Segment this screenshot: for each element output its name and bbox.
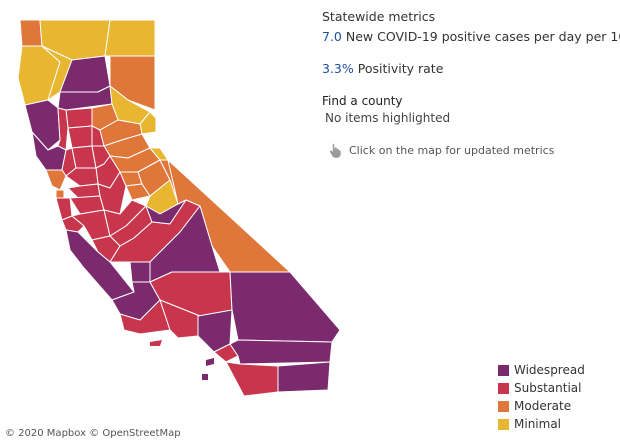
positivity-label: Positivity rate (357, 61, 444, 76)
county-modoc[interactable] (104, 19, 156, 57)
legend-swatch (498, 382, 509, 394)
map-hint: Click on the map for updated metrics (328, 142, 554, 158)
legend-swatch (498, 418, 509, 430)
county-santa-cruz[interactable] (61, 215, 85, 233)
find-county-title: Find a county (322, 94, 403, 108)
island-santa-catalina (206, 358, 214, 366)
county-marin[interactable] (45, 169, 67, 191)
county-lassen[interactable] (109, 55, 156, 111)
county-san-diego[interactable] (225, 361, 279, 397)
pointer-hand-icon (329, 143, 341, 158)
county-inyo[interactable] (167, 159, 291, 273)
map-hint-text: Click on the map for updated metrics (349, 143, 555, 157)
cases-metric-row: 7.0 New COVID-19 positive cases per day … (322, 28, 620, 46)
map-attribution[interactable]: © 2020 Mapbox © OpenStreetMap (5, 428, 181, 439)
county-mendocino[interactable] (24, 99, 61, 151)
island-san-clemente (202, 374, 208, 380)
cases-label: New COVID-19 positive cases per day per … (345, 29, 620, 44)
county-riverside[interactable] (229, 339, 333, 365)
statewide-metrics-title: Statewide metrics (322, 9, 436, 24)
county-solano[interactable] (65, 167, 99, 187)
county-san-francisco[interactable] (55, 189, 65, 199)
california-county-map[interactable] (0, 0, 350, 443)
legend-item-substantial[interactable]: Substantial (498, 379, 585, 397)
county-san-joaquin[interactable] (97, 171, 127, 215)
legend-label: Moderate (514, 399, 572, 413)
legend-item-moderate[interactable]: Moderate (498, 397, 585, 415)
county-san-bernardino[interactable] (229, 271, 341, 343)
legend-item-minimal[interactable]: Minimal (498, 415, 585, 433)
legend-swatch (498, 400, 509, 412)
county-lake[interactable] (57, 107, 69, 151)
positivity-value: 3.3% (322, 61, 354, 76)
cases-value: 7.0 (322, 29, 342, 44)
county-colusa[interactable] (67, 125, 93, 149)
county-map-svg[interactable] (0, 0, 350, 443)
highlight-status: No items highlighted (325, 111, 451, 125)
legend-label: Minimal (514, 417, 562, 431)
island-santa-cruz (150, 340, 162, 346)
legend-item-widespread[interactable]: Widespread (498, 361, 585, 379)
county-trinity[interactable] (41, 45, 73, 101)
legend-label: Substantial (514, 381, 582, 395)
legend-label: Widespread (514, 363, 585, 377)
county-imperial[interactable] (277, 361, 331, 393)
county-ventura[interactable] (159, 299, 201, 339)
county-glenn[interactable] (65, 107, 93, 129)
county-del-norte[interactable] (19, 19, 43, 47)
positivity-metric-row: 3.3% Positivity rate (322, 60, 443, 78)
tier-legend: Widespread Substantial Moderate Minimal (498, 361, 585, 433)
statewide-metrics-panel: Statewide metrics 7.0 New COVID-19 posit… (322, 8, 620, 158)
county-kings[interactable] (129, 261, 151, 283)
legend-swatch (498, 364, 509, 376)
